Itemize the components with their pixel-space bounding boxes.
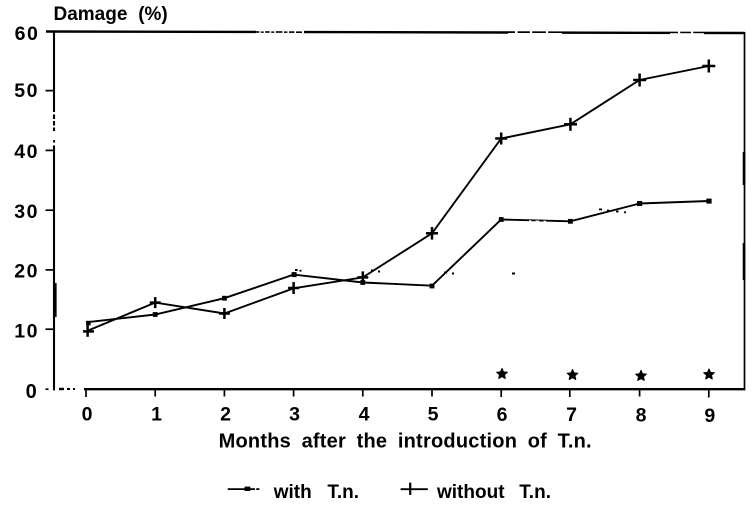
- svg-text:2: 2: [220, 404, 231, 426]
- svg-text:7: 7: [566, 404, 577, 426]
- svg-text:10: 10: [14, 320, 39, 342]
- svg-text:60: 60: [15, 23, 40, 45]
- svg-text:30: 30: [14, 201, 39, 223]
- svg-text:without T.n.: without T.n.: [436, 482, 551, 503]
- svg-text:40: 40: [14, 141, 39, 163]
- svg-text:0: 0: [26, 381, 37, 403]
- svg-text:0: 0: [82, 404, 93, 426]
- svg-text:Months after the introduction: Months after the introduction of T.n.: [219, 431, 592, 453]
- svg-text:20: 20: [14, 261, 39, 283]
- svg-text:4: 4: [359, 404, 370, 426]
- svg-text:50: 50: [14, 80, 39, 102]
- svg-text:Damage (%): Damage (%): [54, 4, 168, 25]
- svg-text:1: 1: [151, 404, 162, 426]
- svg-text:9: 9: [704, 405, 715, 427]
- svg-text:3: 3: [289, 404, 300, 426]
- svg-text:with T.n.: with T.n.: [273, 482, 359, 503]
- svg-text:6: 6: [497, 404, 508, 426]
- svg-text:8: 8: [636, 404, 647, 426]
- svg-text:5: 5: [428, 404, 439, 426]
